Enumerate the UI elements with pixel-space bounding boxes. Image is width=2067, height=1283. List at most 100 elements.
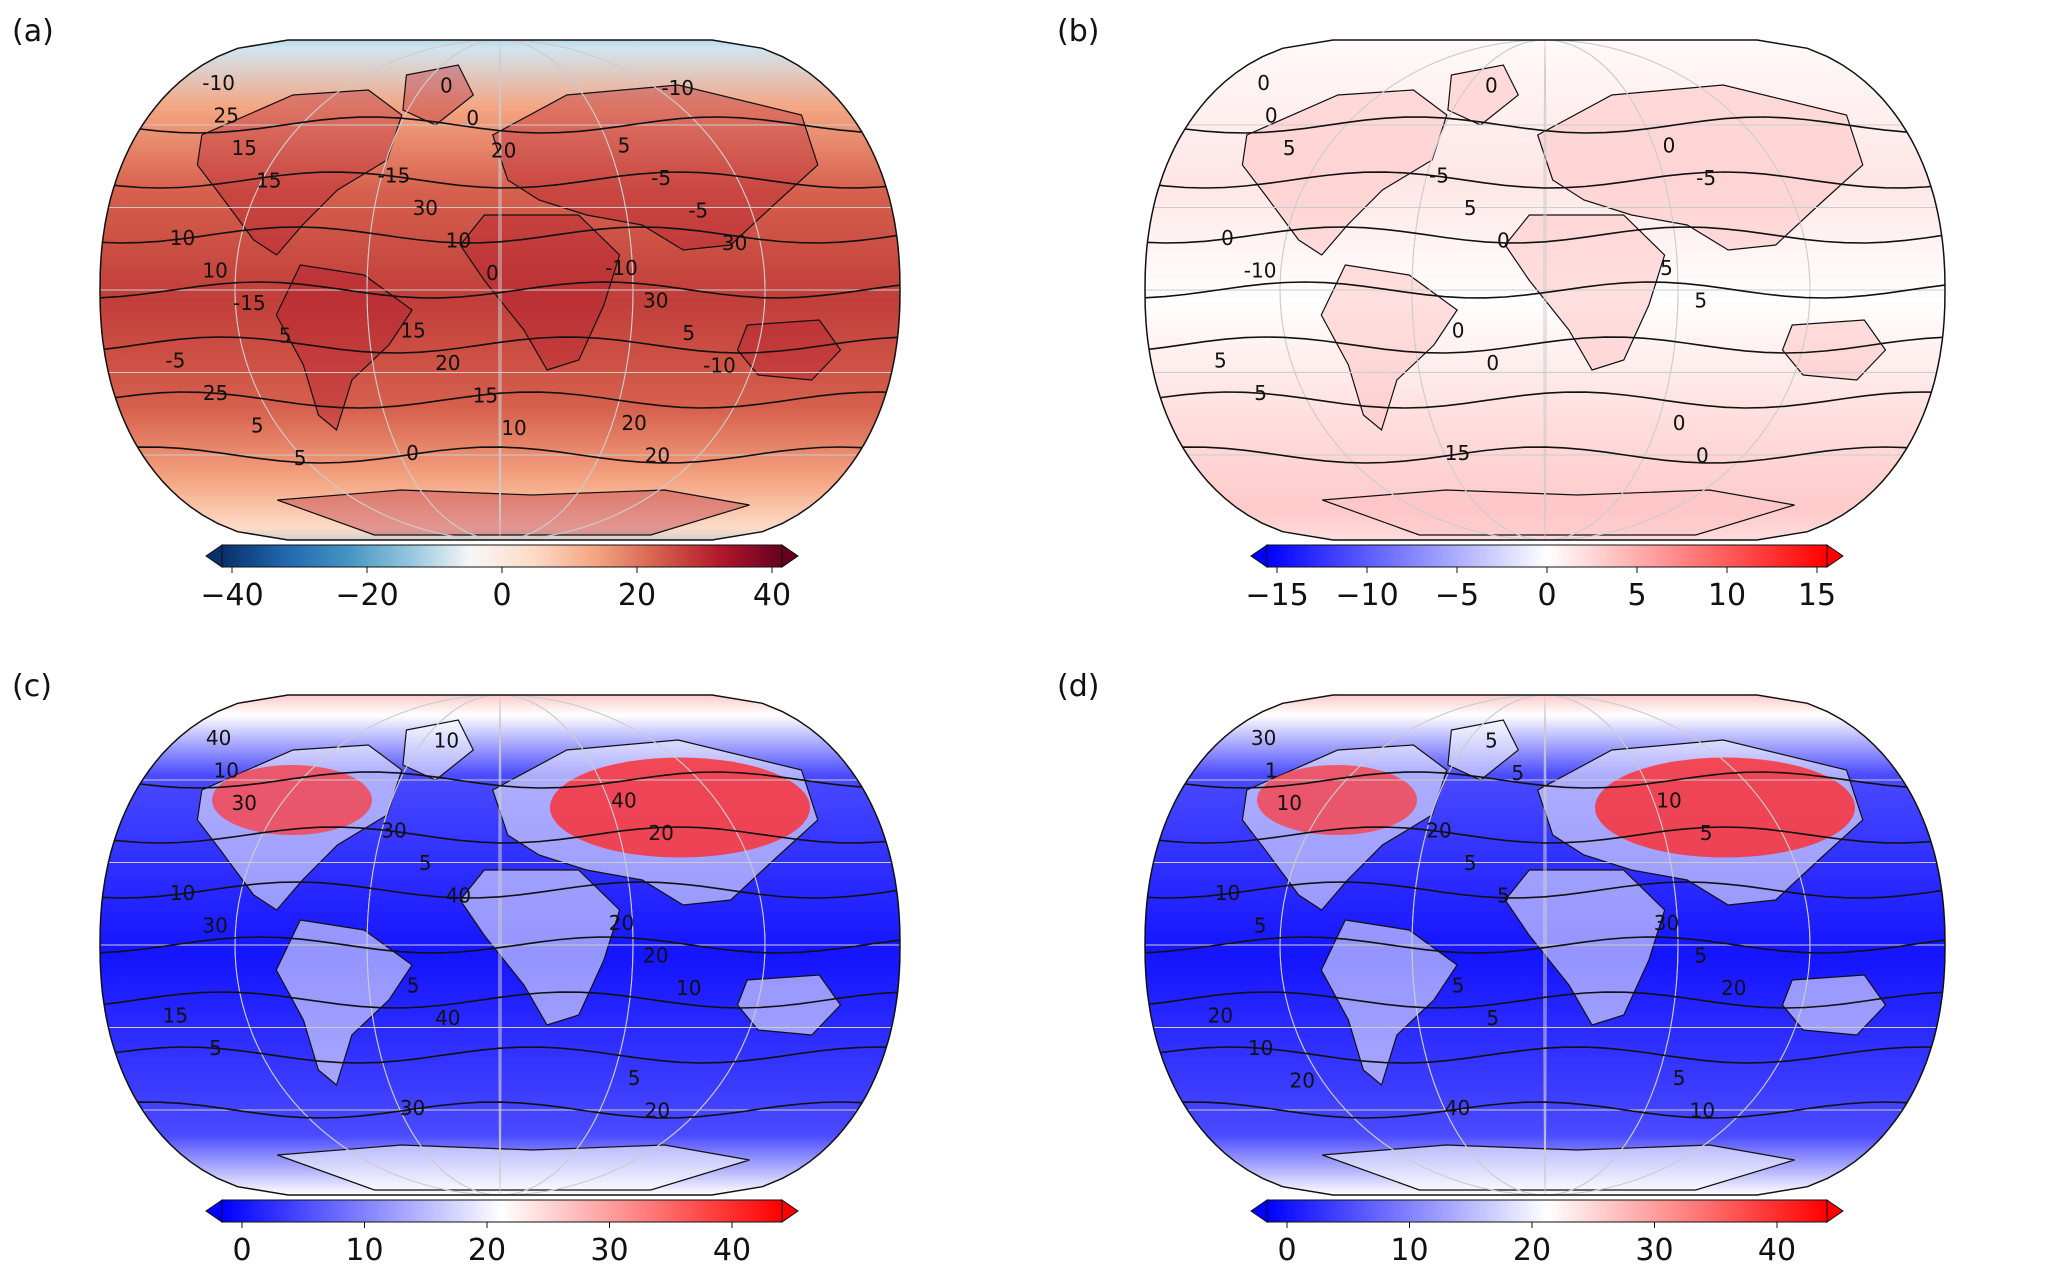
- graticule-line: [1543, 40, 1547, 540]
- contour-line: [1145, 336, 1945, 354]
- contour-line: [1145, 1046, 1945, 1064]
- colorbar-tick-label: 0: [232, 1233, 251, 1268]
- contour-label: 20: [645, 444, 670, 468]
- contour-label: 5: [628, 1066, 641, 1090]
- panel-d: (d) 30 20 30 20 40 10 10 5 5 1 5 5 10 5 5 5 5 10 10 5 20 20 5 …: [1045, 655, 2045, 1275]
- graticule-line: [234, 40, 766, 540]
- contour-label: 5: [1694, 944, 1707, 968]
- map-body: -10 -15 -10 -5 0 5 10 15 20 25 30 30 25 0 -5 10 20 20 15 10…: [99, 39, 901, 541]
- colorbar-tick-label: 0: [492, 578, 511, 613]
- contour-label: 5: [682, 321, 695, 345]
- contour-label: -15: [378, 164, 411, 188]
- map-outline: [99, 694, 901, 1196]
- contour-label: 20: [645, 1099, 670, 1123]
- colorbar-tick-label: −15: [1245, 578, 1308, 613]
- contour-label: 0: [1221, 226, 1234, 250]
- graticule-line: [366, 40, 634, 540]
- contour-label: 5: [279, 324, 292, 348]
- contour-label: 5: [1283, 136, 1296, 160]
- contour-label: 40: [611, 789, 636, 813]
- contour-label: -5: [688, 199, 708, 223]
- contour-label: 5: [1464, 196, 1477, 220]
- contour-line: [100, 391, 900, 409]
- contour-label: 20: [648, 821, 673, 845]
- contour-label: 5: [1511, 761, 1524, 785]
- contour-label: 20: [1289, 1069, 1314, 1093]
- colorbar-extend-low: [205, 1199, 223, 1223]
- contour-label: 30: [1251, 726, 1276, 750]
- graticule-line: [498, 40, 502, 540]
- contour-label: 10: [1215, 881, 1240, 905]
- contour-label: 0: [406, 441, 419, 465]
- contour-label: 0: [466, 106, 479, 130]
- contour-line: [100, 826, 900, 844]
- colorbar-tick-label: 5: [1627, 578, 1646, 613]
- contour-label: 30: [1654, 911, 1679, 935]
- contour-line: [1145, 116, 1945, 134]
- contour-label: 10: [1276, 791, 1301, 815]
- colorbar-tick-label: 10: [1390, 1233, 1428, 1268]
- colorbar-tick-label: 40: [713, 1233, 751, 1268]
- colorbar-tick-label: −20: [335, 578, 398, 613]
- colorbar-extend-low: [205, 544, 223, 568]
- colorbar-extend-high: [1826, 1199, 1844, 1223]
- colorbar-bar: [1266, 544, 1828, 568]
- colorbar-tick-label: −40: [200, 578, 263, 613]
- contour-label: 1: [1265, 759, 1278, 783]
- contour-label: 15: [256, 169, 281, 193]
- contour-label: 5: [1485, 729, 1498, 753]
- contour-line: [100, 171, 900, 189]
- colorbar-tick-label: 10: [345, 1233, 383, 1268]
- contour-label: 0: [486, 261, 499, 285]
- colorbar: 0 10 20 30 40: [205, 1199, 799, 1268]
- hot-region: [212, 765, 372, 835]
- contour-label: 20: [621, 411, 646, 435]
- field: -10 -15 -10 -5 0 5 10 15 20 25 30 30 25 0 -5 10 20 20 15 10…: [100, 40, 900, 540]
- panel-label: (d): [1057, 669, 1100, 704]
- colorbar-extend-high: [1826, 544, 1844, 568]
- contour-label: 0: [1265, 104, 1278, 128]
- contour-label: 0: [1696, 444, 1709, 468]
- contour-label: 10: [446, 229, 471, 253]
- contour-label: 10: [501, 416, 526, 440]
- contour-label: 10: [676, 976, 701, 1000]
- contour-label: 5: [209, 1036, 222, 1060]
- contour-label: 5: [1673, 1066, 1686, 1090]
- contour-label: 15: [1445, 441, 1470, 465]
- contour-label: 10: [170, 226, 195, 250]
- colorbar-tick-label: 40: [753, 578, 791, 613]
- contour-label: 10: [1656, 789, 1681, 813]
- map-a: -10 -15 -10 -5 0 5 10 15 20 25 30 30 25 0 -5 10 20 20 15 10…: [99, 39, 901, 613]
- contour-line: [1145, 771, 1945, 789]
- contour-label: 15: [163, 1004, 188, 1028]
- contour-label: 20: [643, 944, 668, 968]
- contour-label: 30: [413, 196, 438, 220]
- hot-region: [1257, 765, 1417, 835]
- contour-label: 5: [1452, 974, 1465, 998]
- contour-label: 20: [1721, 976, 1746, 1000]
- graticule-line: [498, 695, 502, 1195]
- contour-label: 5: [1700, 821, 1713, 845]
- panel-label: (b): [1057, 14, 1100, 49]
- colorbar: −15 −10 −5 0 5 10 15: [1245, 544, 1844, 613]
- contour-label: -15: [465, 384, 498, 408]
- panel-b: (b) 0 -5 5 5 15 0 0 0 0 0 5 5 5 0 -5 -10 0 0 5 0 −15 −10 −5 0 5…: [1045, 0, 2045, 620]
- panel-c: (c) 40 30 20 15 30 40 10 5 5 10 5 20 5 10 20 30 40 20 30 40…: [0, 655, 1000, 1275]
- contour-label: 30: [231, 791, 256, 815]
- colorbar-tick-label: 20: [1513, 1233, 1551, 1268]
- contour-label: 40: [446, 884, 471, 908]
- contour-label: -15: [233, 291, 266, 315]
- contour-label: 40: [435, 1006, 460, 1030]
- panel-label: (c): [12, 669, 52, 704]
- contour-label: 5: [419, 851, 432, 875]
- contour-label: 10: [1248, 1036, 1273, 1060]
- colorbar-tick-label: 30: [1635, 1233, 1673, 1268]
- contour-label: 0: [1485, 74, 1498, 98]
- contour-label: 30: [722, 231, 747, 255]
